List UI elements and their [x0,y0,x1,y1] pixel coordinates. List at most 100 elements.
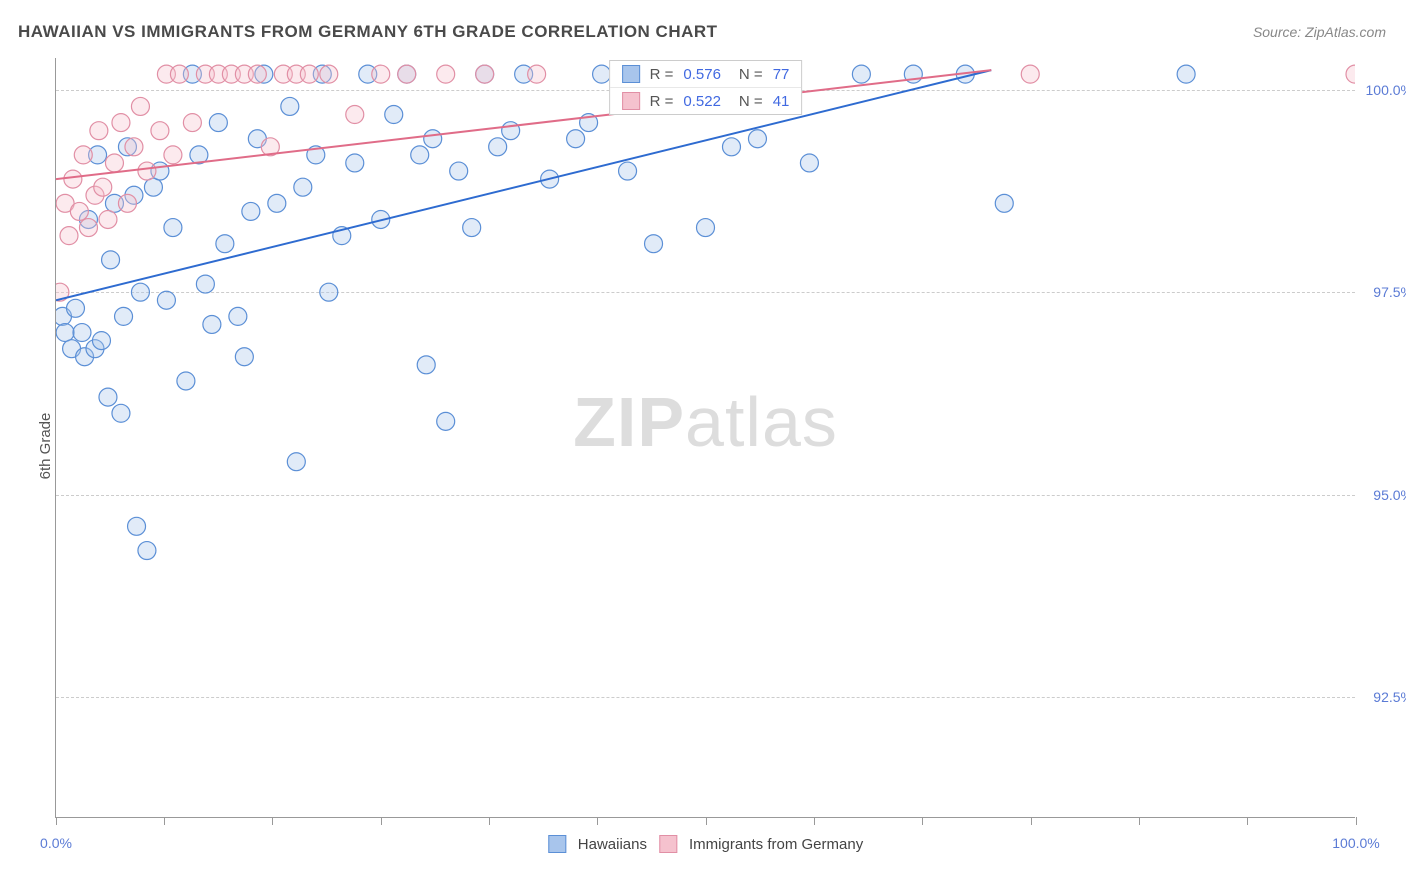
scatter-point [144,178,162,196]
x-tick-label: 100.0% [1332,835,1379,851]
legend-row: R = 0.522 N = 41 [610,88,802,114]
scatter-point [242,202,260,220]
scatter-point [118,194,136,212]
x-tick [56,817,57,825]
y-tick-label: 100.0% [1359,82,1406,98]
scatter-point [99,211,117,229]
legend-swatch [548,835,566,853]
legend-r-value: 0.522 [683,93,721,110]
scatter-point [248,65,266,83]
scatter-point [131,97,149,115]
scatter-point [268,194,286,212]
scatter-point [125,138,143,156]
x-tick [272,817,273,825]
scatter-point [216,235,234,253]
scatter-point [645,235,663,253]
scatter-point [281,97,299,115]
scatter-point [287,453,305,471]
x-tick [706,817,707,825]
scatter-point [800,154,818,172]
legend-n-value: 77 [773,66,790,83]
source-attribution: Source: ZipAtlas.com [1253,24,1386,40]
x-tick [1356,817,1357,825]
y-tick-label: 97.5% [1359,284,1406,300]
scatter-point [463,219,481,237]
scatter-point [346,106,364,124]
scatter-point [105,154,123,172]
scatter-svg [56,58,1355,817]
scatter-point [94,178,112,196]
legend-n-value: 41 [773,93,790,110]
y-tick-label: 95.0% [1359,487,1406,503]
x-tick [814,817,815,825]
scatter-point [164,146,182,164]
scatter-point [320,65,338,83]
plot-area: ZIPatlas 92.5%95.0%97.5%100.0% 0.0%100.0… [55,58,1355,818]
scatter-point [115,307,133,325]
legend-n-label: N = [739,93,763,110]
scatter-point [411,146,429,164]
scatter-point [164,219,182,237]
scatter-point [852,65,870,83]
scatter-point [476,65,494,83]
scatter-point [697,219,715,237]
scatter-point [235,348,253,366]
y-tick-label: 92.5% [1359,689,1406,705]
scatter-point [300,65,318,83]
scatter-point [346,154,364,172]
scatter-point [722,138,740,156]
x-tick [164,817,165,825]
x-tick [1031,817,1032,825]
scatter-point [385,106,403,124]
scatter-point [131,283,149,301]
x-tick [1247,817,1248,825]
legend-n-label: N = [739,66,763,83]
x-tick [381,817,382,825]
scatter-point [66,299,84,317]
correlation-legend: R = 0.576 N = 77 R = 0.522 N = 41 [609,60,803,115]
x-tick [922,817,923,825]
legend-series-label: Hawaiians [578,836,647,853]
scatter-point [128,517,146,535]
scatter-point [424,130,442,148]
scatter-point [567,130,585,148]
legend-swatch [622,92,640,110]
scatter-point [437,65,455,83]
series-legend: Hawaiians Immigrants from Germany [548,835,863,853]
scatter-point [294,178,312,196]
legend-row: R = 0.576 N = 77 [610,61,802,88]
scatter-point [74,146,92,164]
scatter-point [112,404,130,422]
legend-r-label: R = [650,66,674,83]
scatter-point [112,114,130,132]
legend-series-label: Immigrants from Germany [689,836,863,853]
trend-line [56,70,991,300]
scatter-point [170,65,188,83]
scatter-point [1177,65,1195,83]
scatter-point [748,130,766,148]
scatter-point [229,307,247,325]
scatter-point [138,542,156,560]
scatter-point [64,170,82,188]
scatter-point [70,202,88,220]
legend-r-value: 0.576 [683,66,721,83]
scatter-point [99,388,117,406]
scatter-point [177,372,195,390]
scatter-point [209,114,227,132]
scatter-point [437,412,455,430]
scatter-point [1346,65,1355,83]
x-tick [597,817,598,825]
legend-r-label: R = [650,93,674,110]
x-tick [1139,817,1140,825]
scatter-point [138,162,156,180]
chart-title: HAWAIIAN VS IMMIGRANTS FROM GERMANY 6TH … [18,22,718,42]
scatter-point [1021,65,1039,83]
scatter-point [450,162,468,180]
scatter-point [417,356,435,374]
legend-swatch [659,835,677,853]
scatter-point [90,122,108,140]
scatter-point [502,122,520,140]
scatter-point [157,291,175,309]
scatter-point [528,65,546,83]
scatter-point [372,65,390,83]
